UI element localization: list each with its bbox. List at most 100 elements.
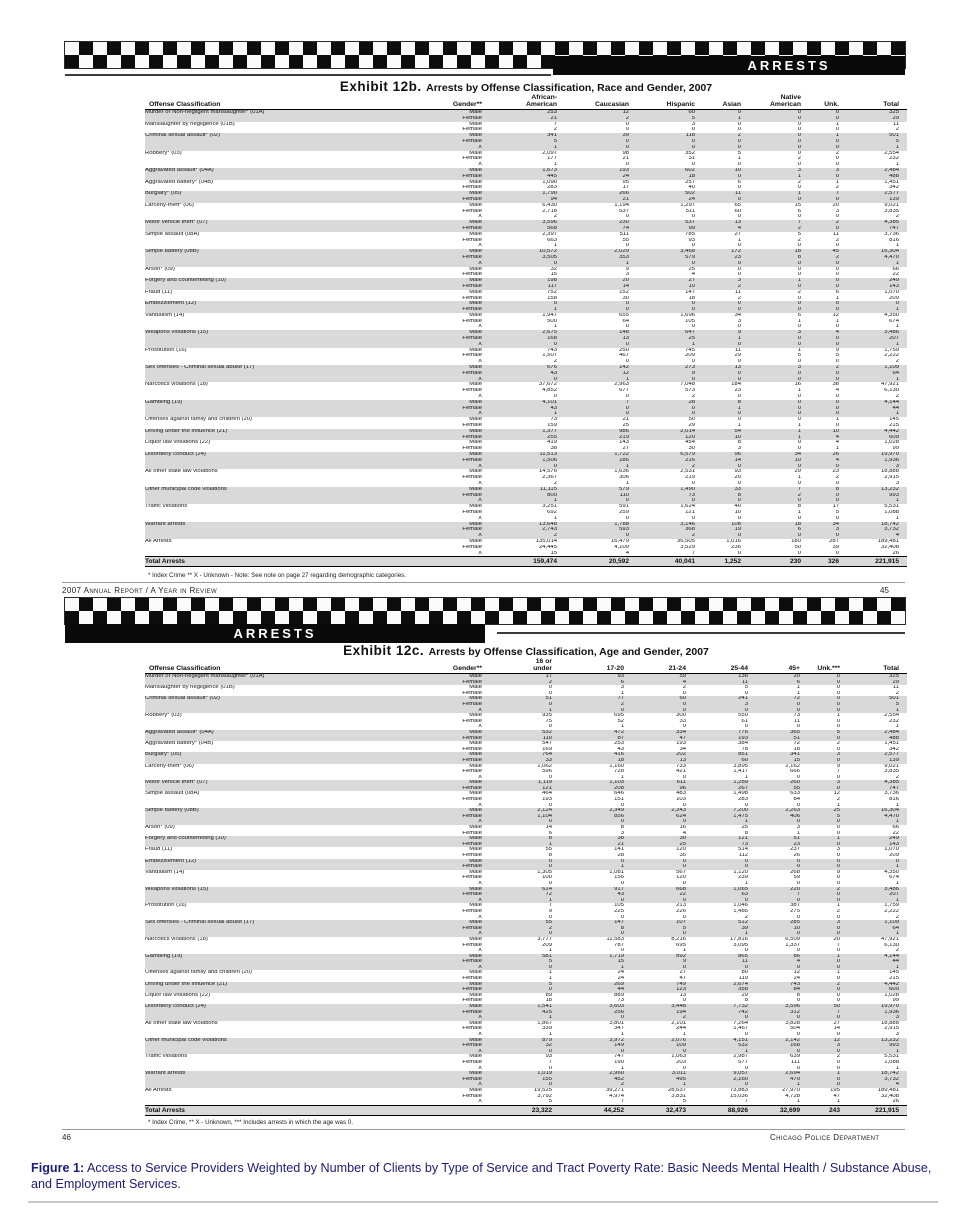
gender-cell: X: [478, 243, 482, 249]
value-cell: 0: [835, 533, 839, 539]
table-row: Female 800 110 73 8 2 0 993: [145, 492, 907, 499]
value-cell: 1: [737, 336, 741, 342]
value-cell: 353: [619, 254, 629, 260]
value-cell: 24: [622, 173, 629, 179]
value-cell: 14: [545, 825, 552, 831]
value-cell: 207: [889, 892, 899, 898]
value-cell: 0: [737, 411, 741, 417]
value-cell: 36,505: [676, 538, 695, 544]
value-cell: 7,264: [733, 1020, 748, 1026]
value-cell: 495: [676, 1076, 686, 1082]
value-cell: 119: [738, 976, 748, 982]
value-cell: 109: [676, 1043, 686, 1049]
value-cell: 51: [793, 836, 800, 842]
value-cell: 209: [889, 853, 899, 858]
value-cell: 15: [550, 550, 557, 556]
value-cell: 1: [548, 976, 552, 982]
value-cell: 1: [895, 376, 899, 382]
value-cell: 180: [791, 538, 801, 544]
table-row: Murder or Non-negligent manslaughter* (0…: [145, 673, 907, 680]
total-value-cell: 243: [808, 1104, 848, 1116]
value-cell: 18,888: [880, 1020, 899, 1026]
value-cell: 0: [836, 1032, 840, 1037]
value-cell: 0: [835, 411, 839, 417]
value-cell: 1: [548, 1032, 552, 1037]
value-cell: 1: [835, 318, 839, 324]
value-cell: 1: [895, 964, 899, 970]
value-cell: 0: [836, 1015, 840, 1021]
offense-cell: Simple assault (08A): [145, 231, 200, 237]
value-cell: 18,742: [880, 1071, 899, 1077]
value-cell: 209: [685, 353, 695, 359]
value-cell: 0: [796, 802, 800, 808]
value-cell: 0: [797, 121, 801, 127]
value-cell: 287: [829, 538, 839, 544]
value-cell: 3,468: [680, 249, 695, 255]
value-cell: 0: [682, 914, 686, 920]
value-cell: 511: [619, 231, 629, 237]
total-value-cell: 1,252: [703, 556, 749, 568]
value-cell: 0: [625, 324, 629, 330]
value-cell: 1,063: [671, 1054, 686, 1060]
gender-cell: Male: [469, 903, 482, 909]
value-cell: 77: [617, 696, 624, 702]
value-cell: 0: [836, 724, 840, 730]
value-cell: 2: [737, 283, 741, 289]
value-cell: 4,385: [884, 780, 899, 786]
value-cell: 0: [737, 533, 741, 539]
value-cell: 275: [790, 908, 800, 914]
value-cell: 121: [685, 509, 695, 515]
offense-cell: Other municipal code violations: [145, 1037, 227, 1043]
value-cell: 13: [679, 992, 686, 998]
value-cell: 1,160: [609, 763, 624, 769]
gender-cell: X: [478, 931, 482, 937]
value-cell: 1,947: [542, 312, 557, 318]
value-cell: 5: [548, 1099, 552, 1105]
gender-cell: Female: [462, 173, 482, 179]
total-row: Total Arrests 23,322 44,252 32,473 88,926 32,…: [145, 1104, 907, 1116]
value-cell: 0: [835, 359, 839, 365]
value-cell: 0: [625, 138, 629, 144]
value-cell: 0: [895, 858, 899, 864]
gender-cell: Female: [462, 813, 482, 819]
value-cell: 1,028: [884, 440, 899, 446]
value-cell: 0: [835, 278, 839, 284]
value-cell: 334: [676, 729, 686, 735]
value-cell: 0: [691, 411, 695, 417]
value-cell: 2,554: [884, 150, 899, 156]
value-cell: 141: [614, 847, 624, 853]
value-cell: 0: [797, 498, 801, 504]
value-cell: 1: [895, 931, 899, 937]
value-cell: 0: [797, 109, 801, 116]
value-cell: 1: [895, 897, 899, 903]
value-cell: 30: [679, 836, 686, 842]
value-cell: 1,624: [680, 504, 695, 510]
value-cell: 1: [895, 864, 899, 870]
value-cell: 55: [545, 920, 552, 926]
value-cell: 12: [622, 109, 629, 116]
value-cell: 3,251: [542, 504, 557, 510]
value-cell: 0: [797, 341, 801, 347]
value-cell: 0: [797, 370, 801, 376]
value-cell: 219: [619, 434, 629, 440]
value-cell: 8: [737, 399, 741, 405]
value-cell: 1: [553, 243, 557, 249]
gender-cell: Female: [462, 115, 482, 121]
table-row: Female 500 64 105 3 1 1 674: [145, 319, 907, 325]
offense-cell: Robbery* (03): [145, 713, 182, 719]
value-cell: 9: [682, 959, 686, 965]
value-cell: 0: [737, 301, 741, 307]
value-cell: 2,484: [884, 729, 899, 735]
value-cell: 537: [685, 220, 695, 226]
gender-cell: Male: [469, 791, 482, 797]
value-cell: 0: [796, 864, 800, 870]
value-cell: 220: [790, 886, 800, 892]
value-cell: 0: [797, 405, 801, 411]
value-cell: 186: [619, 457, 629, 463]
value-cell: 1: [744, 931, 748, 937]
table-header: Offense Classification Gender** African- Am…: [145, 94, 907, 110]
gender-cell: Male: [469, 417, 482, 423]
table-row: Criminal sexual assault* (02) Male 51 77 60 2…: [145, 696, 907, 702]
value-cell: 0: [691, 324, 695, 330]
value-cell: 12: [832, 312, 839, 318]
